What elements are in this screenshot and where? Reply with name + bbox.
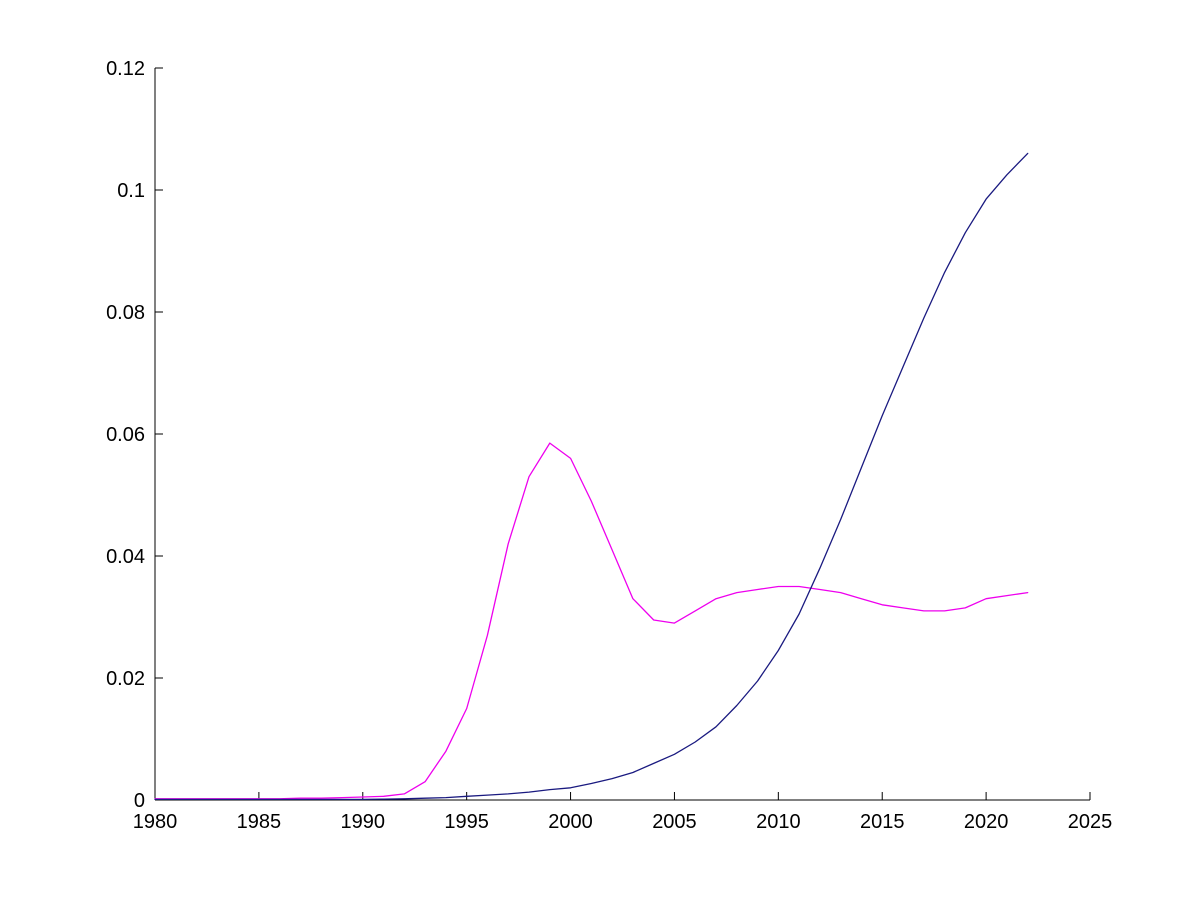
- y-tick-label: 0.12: [106, 58, 145, 80]
- y-tick-label: 0.08: [106, 302, 145, 324]
- y-tick-label: 0.04: [106, 546, 145, 568]
- y-tick-label: 0.1: [117, 180, 145, 202]
- x-tick-label: 1995: [444, 811, 489, 833]
- x-tick-label: 2000: [548, 811, 593, 833]
- y-tick-label: 0.02: [106, 668, 145, 690]
- x-tick-label: 2020: [964, 811, 1009, 833]
- x-tick-label: 2025: [1068, 811, 1113, 833]
- series-navy-line: [154, 152, 1029, 801]
- x-tick-label: 1980: [133, 811, 178, 833]
- x-tick-label: 2005: [652, 811, 697, 833]
- x-tick-label: 1990: [341, 811, 386, 833]
- x-tick-label: 1985: [237, 811, 282, 833]
- y-tick-label: 0: [134, 790, 145, 812]
- y-tick-label: 0.06: [106, 424, 145, 446]
- x-tick-label: 2010: [756, 811, 801, 833]
- x-tick-label: 2015: [860, 811, 905, 833]
- series-magenta-line: [154, 442, 1029, 800]
